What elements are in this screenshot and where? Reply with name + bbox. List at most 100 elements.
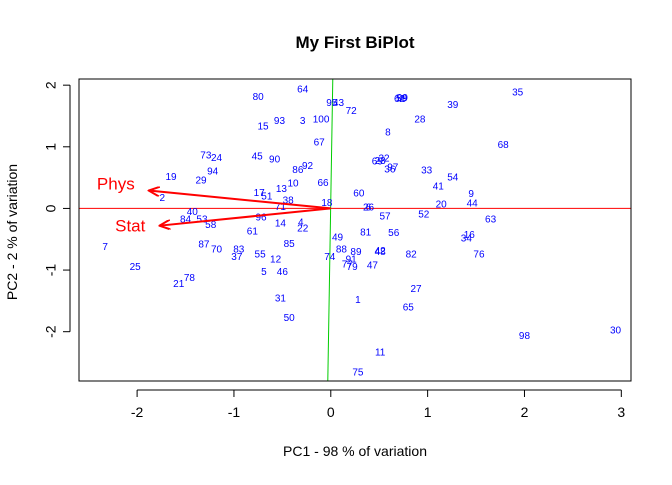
point-label: 12 xyxy=(270,254,282,265)
loading-label-stat: Stat xyxy=(115,217,146,236)
y-tick-label: 2 xyxy=(43,81,59,89)
y-tick-label: 1 xyxy=(43,143,59,151)
y-tick-label: 0 xyxy=(43,204,59,212)
point-label: 19 xyxy=(165,172,177,183)
x-axis-label: PC1 - 98 % of variation xyxy=(283,443,427,459)
point-label: 9 xyxy=(468,189,474,200)
point-label: 59 xyxy=(396,94,408,105)
point-label: 27 xyxy=(410,284,422,295)
point-label: 46 xyxy=(277,267,289,278)
loading-arrow-stat xyxy=(159,207,331,225)
point-label: 36 xyxy=(384,164,396,175)
loading-arrows: Phys Stat xyxy=(97,175,331,236)
x-tick-label: -1 xyxy=(228,404,241,420)
point-label: 80 xyxy=(253,92,265,103)
point-label: 17 xyxy=(254,188,266,199)
point-label: 72 xyxy=(346,106,358,117)
point-label: 20 xyxy=(436,200,448,211)
point-label: 86 xyxy=(292,165,304,176)
point-label: 55 xyxy=(255,250,267,261)
reference-lines xyxy=(79,78,631,382)
x-tick-label: 3 xyxy=(617,404,625,420)
point-label: 92 xyxy=(302,161,314,172)
x-tick-label: 2 xyxy=(521,404,529,420)
point-label: 56 xyxy=(388,228,400,239)
x-tick-label: 1 xyxy=(424,404,432,420)
point-label: 58 xyxy=(205,220,217,231)
point-label: 83 xyxy=(233,245,245,256)
point-label: 99 xyxy=(397,93,409,104)
point-label: 10 xyxy=(287,179,299,190)
point-label: 95 xyxy=(326,98,338,109)
x-tick-label: -2 xyxy=(131,404,144,420)
point-label: 93 xyxy=(274,116,286,127)
point-label: 7 xyxy=(102,242,108,253)
point-label: 26 xyxy=(363,203,375,214)
point-label: 44 xyxy=(467,198,479,209)
point-label: 75 xyxy=(352,367,364,378)
point-label: 14 xyxy=(275,219,287,230)
point-label: 22 xyxy=(297,224,309,235)
point-label: 51 xyxy=(261,192,273,203)
point-label: 85 xyxy=(284,239,296,250)
point-label: 32 xyxy=(378,153,390,164)
point-label: 87 xyxy=(198,240,210,251)
point-label: 79 xyxy=(347,262,359,273)
point-label: 68 xyxy=(498,140,510,151)
point-label: 49 xyxy=(332,232,344,243)
point-label: 91 xyxy=(346,254,358,265)
point-label: 97 xyxy=(387,163,399,174)
point-label: 66 xyxy=(317,178,329,189)
y-tick-label: -1 xyxy=(43,264,59,277)
point-label: 39 xyxy=(447,100,459,111)
point-label: 21 xyxy=(173,279,185,290)
point-label: 37 xyxy=(231,252,243,263)
point-label: 62 xyxy=(394,94,406,105)
point-label: 89 xyxy=(350,247,362,258)
point-label: 5 xyxy=(261,267,267,278)
point-label: 11 xyxy=(375,348,386,359)
point-label: 15 xyxy=(257,121,269,132)
point-label: 23 xyxy=(375,156,387,167)
point-label: 53 xyxy=(196,214,208,225)
point-label: 18 xyxy=(321,198,333,209)
point-label: 76 xyxy=(473,250,485,261)
point-label: 70 xyxy=(211,245,223,256)
point-label: 84 xyxy=(180,214,192,225)
point-label: 71 xyxy=(275,202,287,213)
point-label: 52 xyxy=(418,209,430,220)
point-label: 35 xyxy=(512,87,524,98)
point-label: 45 xyxy=(252,152,264,163)
point-label: 73 xyxy=(200,150,212,161)
point-label: 30 xyxy=(610,325,622,336)
point-label: 43 xyxy=(333,98,345,109)
point-label: 74 xyxy=(324,252,336,263)
point-label: 88 xyxy=(336,245,348,256)
point-label: 34 xyxy=(461,234,473,245)
chart-title: My First BiPlot xyxy=(295,33,414,52)
point-label: 41 xyxy=(433,182,445,193)
point-label: 69 xyxy=(372,156,384,167)
point-label: 29 xyxy=(195,176,207,187)
point-label: 78 xyxy=(184,273,196,284)
point-label: 3 xyxy=(300,116,306,127)
point-label: 6 xyxy=(366,203,372,214)
point-label: 60 xyxy=(353,189,365,200)
point-label: 48 xyxy=(375,247,387,258)
loading-label-phys: Phys xyxy=(97,175,135,194)
point-label: 2 xyxy=(160,193,166,204)
point-label: 96 xyxy=(256,213,268,224)
point-label: 65 xyxy=(403,303,415,314)
point-label: 77 xyxy=(342,259,354,270)
point-label: 100 xyxy=(313,115,330,126)
point-label: 81 xyxy=(360,227,372,238)
point-label: 90 xyxy=(269,155,281,166)
point-label: 33 xyxy=(421,166,433,177)
loading-arrow-phys xyxy=(149,191,331,210)
y-tick-label: -2 xyxy=(43,325,59,338)
point-label: 64 xyxy=(297,84,309,95)
point-label: 24 xyxy=(211,153,223,164)
point-label: 40 xyxy=(187,207,199,218)
